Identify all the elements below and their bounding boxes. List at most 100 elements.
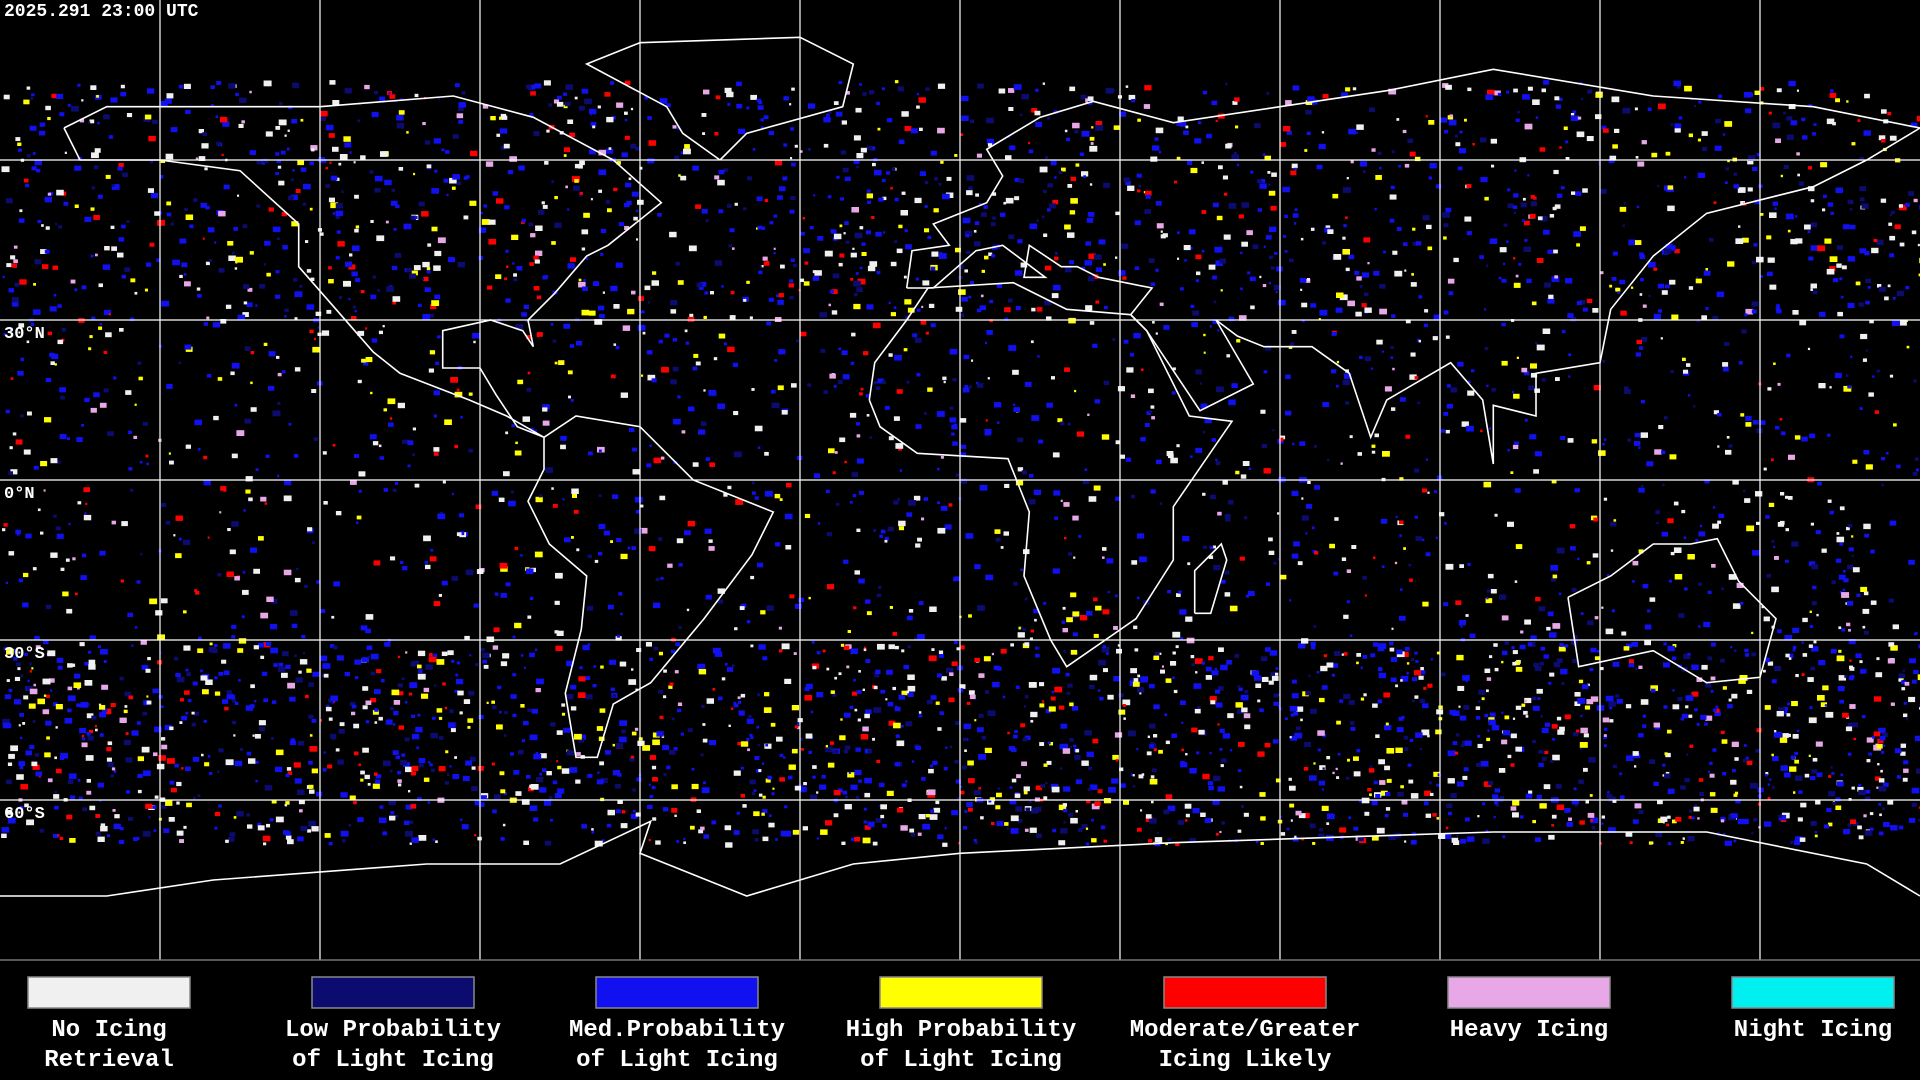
icing-pixel — [404, 737, 410, 742]
icing-pixel — [1154, 137, 1159, 141]
icing-pixel — [1743, 744, 1747, 747]
icing-pixel — [590, 113, 592, 116]
icing-pixel — [960, 790, 965, 795]
icing-pixel — [610, 374, 616, 379]
icing-pixel — [1392, 367, 1395, 371]
icing-pixel — [1289, 785, 1296, 791]
icing-pixel — [1389, 641, 1394, 646]
icing-pixel — [1017, 239, 1023, 244]
icing-pixel — [1744, 313, 1748, 317]
icing-pixel — [1, 827, 10, 833]
icing-pixel — [933, 807, 941, 813]
icing-pixel — [123, 739, 131, 746]
icing-pixel — [1113, 676, 1121, 682]
icing-pixel — [980, 294, 984, 298]
icing-pixel — [1703, 270, 1711, 276]
icing-pixel — [119, 717, 127, 723]
icing-pixel — [409, 682, 418, 688]
icing-pixel — [496, 198, 504, 204]
icing-pixel — [67, 103, 71, 107]
icing-pixel — [1029, 473, 1034, 478]
icing-pixel — [1353, 771, 1361, 777]
icing-pixel — [1551, 276, 1560, 282]
icing-pixel — [1464, 817, 1470, 822]
icing-pixel — [1318, 143, 1326, 150]
icing-pixel — [1875, 672, 1883, 678]
icing-pixel — [819, 312, 827, 318]
icing-pixel — [1865, 300, 1870, 305]
icing-pixel — [1321, 805, 1329, 811]
icing-pixel — [1020, 568, 1023, 571]
icing-pixel — [1544, 722, 1551, 727]
icing-pixel — [1604, 727, 1608, 731]
icing-pixel — [856, 458, 864, 464]
icing-pixel — [500, 661, 508, 667]
icing-pixel — [1240, 287, 1243, 291]
icing-pixel — [1484, 668, 1491, 673]
icing-pixel — [1529, 434, 1537, 440]
icing-pixel — [1054, 176, 1057, 179]
icing-pixel — [1263, 245, 1266, 248]
icing-pixel — [1061, 167, 1066, 172]
icing-pixel — [1050, 783, 1059, 790]
icing-pixel — [1549, 672, 1555, 677]
icing-pixel — [39, 122, 46, 127]
icing-pixel — [1767, 796, 1771, 800]
icing-pixel — [703, 781, 706, 785]
icing-pixel — [1683, 653, 1691, 660]
icing-pixel — [954, 154, 958, 157]
icing-pixel — [1910, 122, 1918, 128]
icing-pixel — [373, 772, 378, 776]
icing-pixel — [592, 125, 596, 129]
icing-pixel — [1101, 646, 1110, 653]
icing-pixel — [1810, 283, 1817, 289]
icing-pixel — [527, 371, 531, 375]
icing-pixel — [442, 682, 446, 686]
icing-pixel — [1008, 107, 1014, 111]
icing-pixel — [1882, 744, 1886, 747]
icing-pixel — [424, 560, 428, 564]
icing-pixel — [924, 205, 928, 208]
icing-pixel — [101, 684, 109, 690]
icing-pixel — [828, 448, 835, 454]
icing-pixel — [1814, 834, 1818, 838]
icing-pixel — [1396, 649, 1403, 655]
icing-pixel — [825, 820, 833, 826]
icing-pixel — [80, 575, 87, 580]
icing-pixel — [732, 247, 735, 250]
icing-pixel — [774, 160, 783, 166]
icing-pixel — [144, 288, 148, 292]
icing-pixel — [1872, 736, 1875, 739]
icing-pixel — [352, 305, 356, 309]
icing-pixel — [953, 423, 958, 427]
icing-pixel — [1667, 842, 1672, 846]
icing-pixel — [1588, 757, 1596, 763]
icing-pixel — [663, 772, 667, 776]
icing-pixel — [925, 331, 929, 335]
icing-pixel — [1510, 763, 1515, 767]
icing-pixel — [1374, 208, 1377, 211]
icing-pixel — [808, 596, 811, 600]
icing-pixel — [209, 772, 213, 775]
icing-pixel — [573, 509, 579, 514]
icing-pixel — [876, 101, 880, 106]
icing-pixel — [844, 176, 851, 182]
icing-pixel — [1908, 817, 1916, 823]
icing-pixel — [629, 427, 635, 432]
icing-pixel — [962, 387, 970, 393]
icing-pixel — [214, 644, 218, 648]
icing-pixel — [1275, 667, 1279, 670]
icing-pixel — [1019, 113, 1023, 116]
icing-pixel — [1579, 747, 1583, 750]
icing-pixel — [1268, 183, 1271, 187]
icing-pixel — [299, 659, 308, 665]
icing-pixel — [1378, 643, 1387, 649]
icing-pixel — [1103, 668, 1108, 673]
icing-pixel — [1394, 270, 1403, 277]
icing-pixel — [77, 83, 81, 87]
icing-pixel — [86, 779, 91, 783]
icing-pixel — [300, 167, 307, 172]
icing-pixel — [1634, 803, 1642, 809]
icing-pixel — [913, 495, 921, 501]
